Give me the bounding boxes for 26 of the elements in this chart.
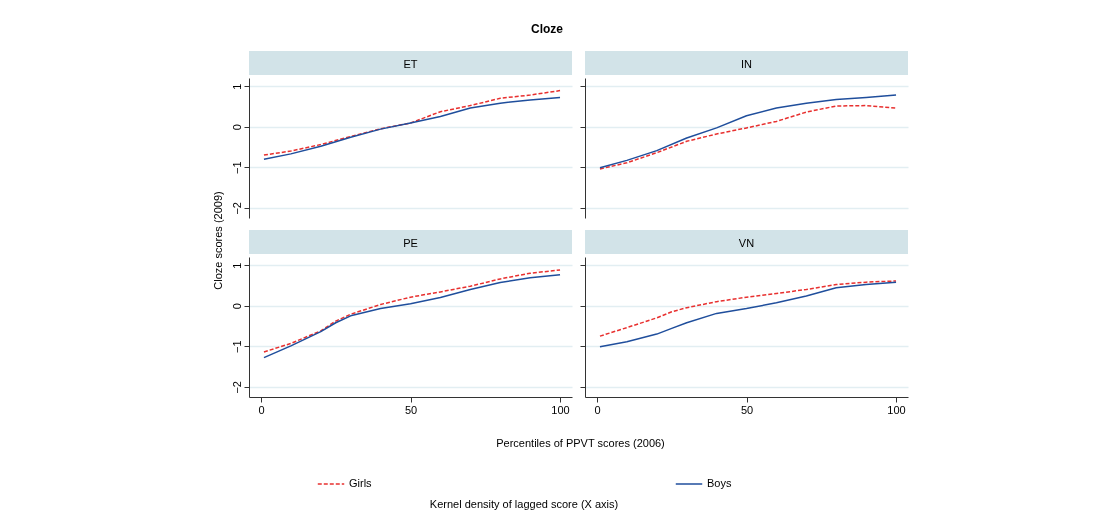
chart-title: ET (403, 58, 418, 70)
legend-title: Kernel density of lagged score (X axis) (429, 498, 619, 510)
y-tick-label: −2 (230, 381, 243, 394)
y-tick-label: −1 (230, 340, 243, 354)
y-tick-label: −2 (230, 202, 243, 215)
line-series (263, 96, 561, 160)
x-tick-label: 100 (887, 403, 906, 416)
chart-title: IN (741, 58, 753, 70)
chart-title: VN (738, 237, 755, 249)
line-series (263, 89, 561, 156)
y-tick-label: 1 (230, 83, 243, 90)
y-tick-label: 0 (230, 303, 243, 310)
x-tick-label: 0 (258, 403, 265, 416)
x-tick-label: 50 (740, 403, 754, 416)
y-tick-label: −1 (230, 161, 243, 175)
text: Cloze (530, 22, 564, 36)
x-tick-label: 100 (551, 403, 570, 416)
chart-title: PE (403, 237, 418, 249)
y-tick-label: 0 (230, 124, 243, 131)
y-axis-title: Cloze scores (2009) (211, 191, 224, 290)
x-tick-label: 0 (594, 403, 601, 416)
legend-label: Girls (349, 477, 373, 489)
x-tick-label: 50 (404, 403, 418, 416)
x-axis-title: Percentiles of PPVT scores (2006) (496, 436, 665, 449)
legend-label: Boys (707, 477, 732, 489)
y-tick-label: 1 (230, 262, 243, 269)
